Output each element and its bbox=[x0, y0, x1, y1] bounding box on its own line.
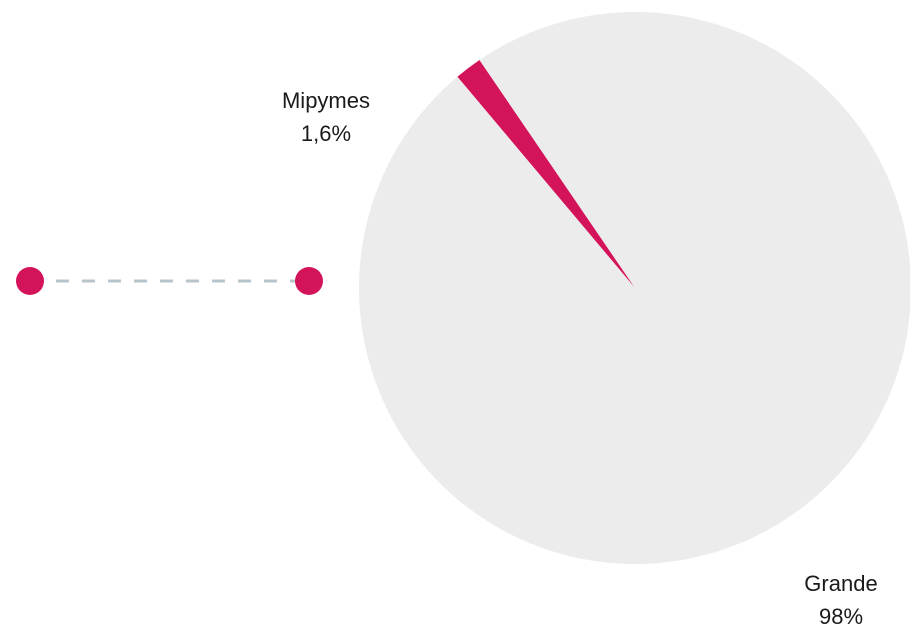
slice-name-mipymes: Mipymes bbox=[282, 88, 370, 113]
connector-dot-right bbox=[295, 267, 323, 295]
slice-value-mipymes: 1,6% bbox=[301, 121, 351, 146]
slice-name-grande: Grande bbox=[804, 571, 877, 596]
connector-dot-left bbox=[16, 267, 44, 295]
label-grande: Grande 98% bbox=[804, 571, 877, 629]
pie-slice-grande bbox=[359, 12, 910, 565]
pie-slice-mipymes bbox=[457, 59, 635, 288]
slice-value-grande: 98% bbox=[819, 604, 863, 629]
label-mipymes: Mipymes 1,6% bbox=[282, 88, 370, 146]
connector-decoration bbox=[16, 267, 323, 295]
pie-slices bbox=[359, 12, 910, 565]
